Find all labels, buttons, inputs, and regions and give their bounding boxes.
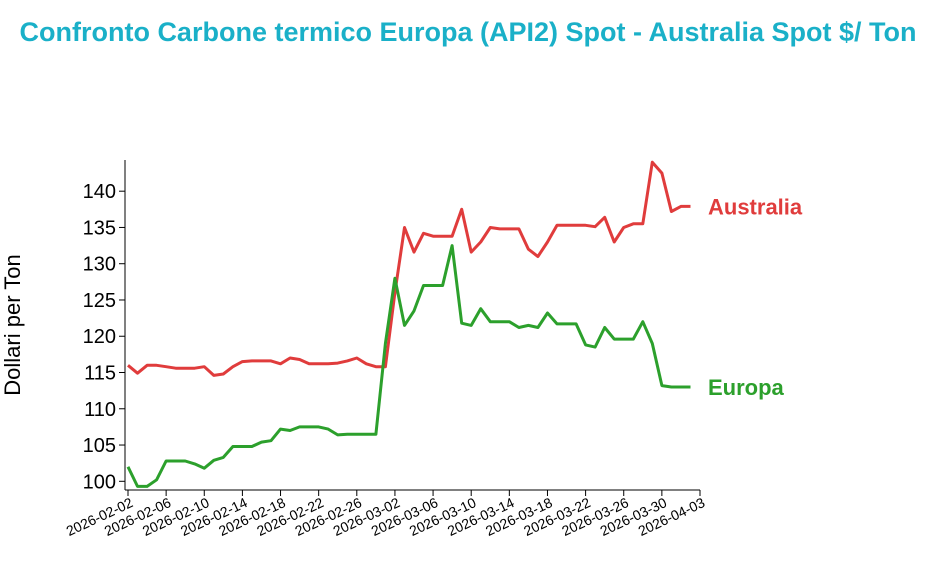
y-tick-label: 115 [84,363,116,385]
legend-label: Europa [708,375,785,400]
y-tick-label: 125 [83,290,116,312]
y-axis-label: Dollari per Ton [0,254,25,395]
series-line [126,244,691,488]
y-tick-label: 135 [83,217,116,239]
y-tick-label: 120 [83,326,116,348]
chart-title: Confronto Carbone termico Europa (API2) … [19,17,917,47]
series-line [127,160,691,377]
y-tick-label: 105 [83,435,116,457]
y-tick-label: 110 [84,399,116,421]
y-tick-label: 130 [83,254,116,276]
y-tick-label: 100 [83,471,116,493]
y-tick-label: 140 [83,181,116,203]
legend-label: Australia [708,194,803,219]
